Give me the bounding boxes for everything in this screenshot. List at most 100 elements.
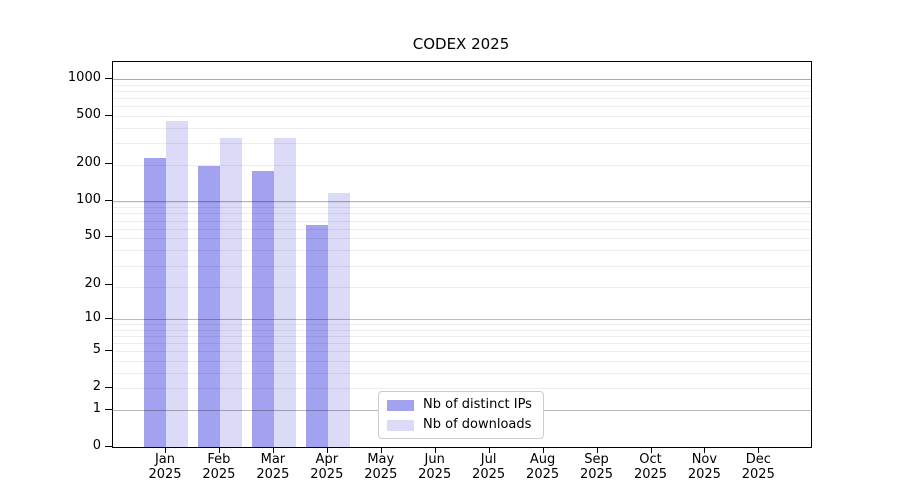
x-tick-label: Jun 2025 xyxy=(407,452,463,482)
bar-nb-of-downloads-mar xyxy=(273,137,296,447)
y-tick-label: 1000 xyxy=(67,69,101,85)
y-gridline-minor xyxy=(113,351,811,353)
y-gridline-minor xyxy=(113,287,811,289)
y-tick xyxy=(105,317,112,319)
x-tick-label: May 2025 xyxy=(353,452,409,482)
x-tick xyxy=(272,447,274,453)
x-tick-month: Feb xyxy=(207,452,231,467)
x-tick-month: Jan xyxy=(154,452,176,467)
chart-title: CODEX 2025 xyxy=(412,35,510,53)
x-tick-month: Jul xyxy=(480,452,497,467)
y-tick xyxy=(105,200,112,201)
x-tick-year: 2025 xyxy=(633,467,668,482)
y-gridline-minor xyxy=(113,228,811,230)
y-gridline-minor xyxy=(113,360,811,362)
x-tick-label: Jan 2025 xyxy=(137,452,193,482)
x-tick-label: Oct 2025 xyxy=(623,452,679,482)
x-tick-label: Nov 2025 xyxy=(676,452,732,482)
legend-label-distinct-ips: Nb of distinct IPs xyxy=(423,397,532,412)
x-tick-month: May xyxy=(367,452,395,467)
y-gridline-minor xyxy=(113,84,811,86)
x-tick-label: Jul 2025 xyxy=(461,452,517,482)
x-tick-label: Apr 2025 xyxy=(299,452,355,482)
x-tick-year: 2025 xyxy=(687,467,721,482)
x-tick xyxy=(165,447,166,453)
y-tick xyxy=(105,387,112,389)
y-tick xyxy=(105,445,112,447)
y-tick-label: 20 xyxy=(84,275,101,291)
y-tick xyxy=(105,283,112,285)
legend: Nb of distinct IPs Nb of downloads xyxy=(378,391,544,439)
y-gridline-minor xyxy=(113,265,811,267)
y-gridline-minor xyxy=(113,213,811,215)
y-gridline-minor xyxy=(113,127,811,129)
x-tick-label: Feb 2025 xyxy=(191,452,247,482)
y-gridline-minor xyxy=(113,238,811,240)
y-gridline-minor xyxy=(113,90,811,92)
x-tick-year: 2025 xyxy=(256,467,290,482)
legend-swatch-downloads xyxy=(387,419,414,431)
x-tick-month: Jun xyxy=(424,452,445,467)
y-tick-label: 2 xyxy=(92,379,101,395)
x-tick xyxy=(704,447,706,453)
bar-nb-of-distinct-ips-feb xyxy=(198,165,220,447)
y-gridline-minor xyxy=(113,164,811,166)
legend-label-downloads: Nb of downloads xyxy=(423,417,532,432)
x-tick xyxy=(326,447,328,453)
y-tick xyxy=(105,163,112,165)
y-tick xyxy=(105,408,112,410)
y-tick xyxy=(105,350,112,352)
y-gridline-minor xyxy=(113,335,811,337)
x-tick-year: 2025 xyxy=(741,467,775,482)
x-tick xyxy=(488,447,490,453)
y-gridline-minor xyxy=(113,324,811,325)
x-tick-label: Aug 2025 xyxy=(515,452,571,482)
y-tick-label: 500 xyxy=(76,106,101,122)
y-tick-label: 10 xyxy=(84,309,101,325)
y-gridline-minor xyxy=(113,343,811,344)
y-gridline-minor xyxy=(113,220,811,222)
x-tick-year: 2025 xyxy=(364,467,398,482)
x-tick-month: Nov xyxy=(691,452,718,467)
bar-nb-of-downloads-apr xyxy=(327,192,350,447)
y-tick-label: 0 xyxy=(92,437,101,453)
bar-nb-of-distinct-ips-apr xyxy=(306,224,328,447)
legend-item-downloads: Nb of downloads xyxy=(387,417,535,433)
bar-nb-of-downloads-jan xyxy=(166,121,188,447)
x-tick-month: Sep xyxy=(584,452,609,467)
x-tick-year: 2025 xyxy=(310,467,344,482)
x-tick-month: Oct xyxy=(639,452,662,467)
x-tick-year: 2025 xyxy=(526,467,560,482)
x-tick-label: Mar 2025 xyxy=(245,452,301,482)
x-tick xyxy=(542,447,544,453)
x-tick xyxy=(218,447,220,453)
bar-nb-of-distinct-ips-mar xyxy=(252,171,274,447)
y-gridline-minor xyxy=(113,201,811,203)
y-gridline-minor xyxy=(113,115,811,117)
y-gridline-minor xyxy=(113,207,811,209)
y-gridline-major xyxy=(113,318,811,320)
y-tick-label: 5 xyxy=(92,342,101,358)
x-tick xyxy=(650,447,652,453)
x-tick-year: 2025 xyxy=(579,467,614,482)
legend-swatch-distinct-ips xyxy=(387,399,414,411)
y-gridline-major xyxy=(113,78,811,80)
x-tick xyxy=(434,447,436,453)
x-tick-label: Dec 2025 xyxy=(730,452,786,482)
y-tick-label: 100 xyxy=(76,192,101,207)
x-tick-month: Dec xyxy=(745,452,771,467)
y-gridline-minor xyxy=(113,388,811,390)
x-tick-year: 2025 xyxy=(148,467,182,482)
x-tick xyxy=(758,447,760,453)
y-gridline-minor xyxy=(113,372,811,374)
x-tick-year: 2025 xyxy=(472,467,506,482)
x-tick-month: Mar xyxy=(260,452,286,467)
y-tick xyxy=(105,77,112,79)
y-tick xyxy=(105,114,112,116)
y-gridline-minor xyxy=(113,250,811,252)
y-gridline-minor xyxy=(113,329,811,331)
x-tick-year: 2025 xyxy=(418,467,452,482)
y-gridline-major xyxy=(113,201,811,202)
x-tick-month: Apr xyxy=(315,452,339,467)
